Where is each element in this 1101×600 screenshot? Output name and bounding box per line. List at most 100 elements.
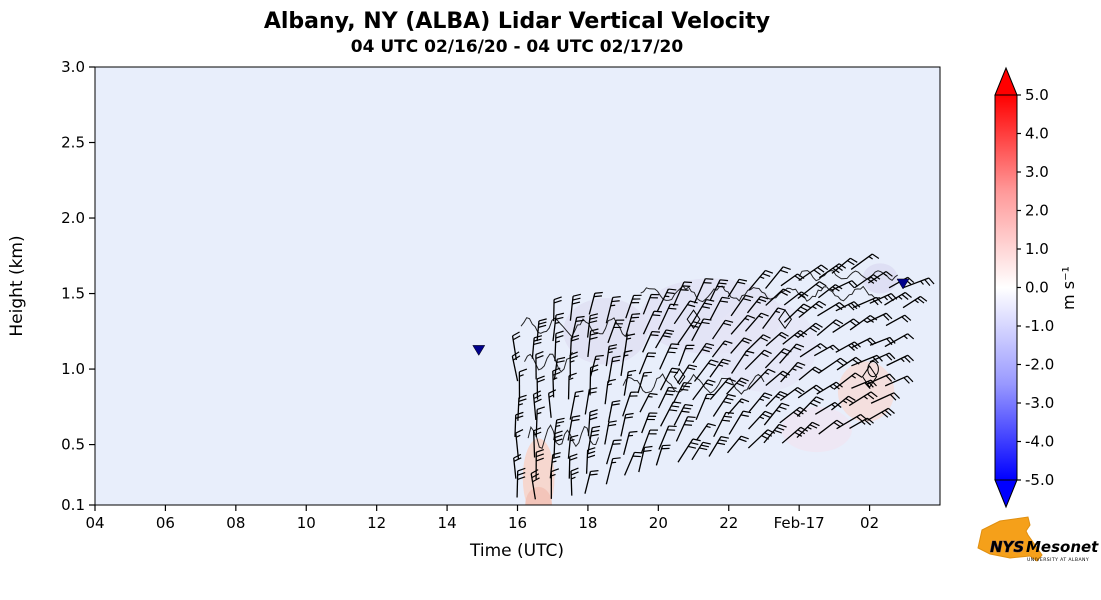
wind-barb-feather [668,307,677,310]
wind-barb [869,352,890,363]
wind-barb-feather [721,296,730,300]
wind-barb-feather [741,398,750,403]
wind-barb-feather [571,338,580,342]
wind-barb-feather [854,372,863,378]
wind-barb [569,392,577,420]
wind-barb-feather [705,278,714,280]
wind-barb-feather [649,392,658,396]
wind-barb [886,354,909,367]
wind-barb-feather [872,356,879,364]
wind-barb-feather [903,335,908,340]
chart-title: Albany, NY (ALBA) Lidar Vertical Velocit… [264,9,770,34]
wind-barb-feather [570,360,575,363]
colorbar-tick-label: 4.0 [1025,125,1049,143]
y-tick-label: 1.0 [61,360,85,378]
wind-barb [726,435,742,454]
wind-barb-feather [702,441,711,445]
wind-barb [867,373,890,385]
wind-barb-feather [793,411,801,418]
wind-barb [531,337,535,359]
wind-barb-feather [835,319,844,325]
wind-barb [731,350,747,374]
wind-barb-feather [780,291,788,296]
wind-barb-feather [815,283,824,290]
wind-barb-feather [811,421,820,427]
y-tick-label: 3.0 [61,58,85,76]
wind-barb-feather [612,355,621,359]
wind-barb [796,421,813,439]
wind-barb-feather [863,319,868,324]
wind-barb [747,429,769,449]
wind-barb-feather [723,322,732,326]
wind-barb [606,440,615,465]
wind-barb [709,378,729,401]
wind-barb-feather [683,424,693,426]
wind-barb-feather [669,371,679,374]
velocity-marker [896,278,910,290]
wind-barb [884,333,908,348]
wind-barb [692,343,707,364]
wind-barb-feather [589,316,598,320]
wind-barb-feather [517,472,526,476]
wind-barb [884,375,908,387]
wind-barb-feather [924,279,931,286]
wind-barb-feather [762,273,771,277]
wind-barb [779,386,798,401]
wind-barb-feather [816,345,822,349]
wind-barb-feather [917,297,925,304]
wind-barb-feather [737,281,746,285]
wind-barb-feather [643,371,652,374]
wind-barb-feather [551,468,560,473]
wind-barb-feather [572,297,581,301]
wind-barb [798,366,816,381]
wind-barb-feather [743,354,749,357]
wind-barb-feather [532,477,540,483]
wind-barb [748,270,766,291]
wind-barb [765,370,784,387]
y-tick-label: 0.5 [61,436,85,454]
wind-barb-feather [727,378,736,382]
wind-barb [586,315,591,338]
wind-barb-feather [690,324,699,328]
wind-barb-feather [820,264,829,271]
wind-barb-feather [850,302,858,310]
wind-barb-feather [851,280,859,287]
wind-barb [713,412,727,438]
wind-barb [515,432,520,460]
wind-barb-feather [592,425,601,429]
wind-barb-feather [668,386,677,389]
wind-barb [709,358,724,378]
wind-barb-feather [652,314,661,317]
wind-barb-feather [589,416,598,421]
colorbar-tick-label: -2.0 [1025,356,1054,374]
wind-barb-feather [590,328,599,332]
wind-barb [850,253,873,270]
wind-barb [748,368,769,390]
wind-barb [852,296,877,309]
wind-barb-feather [727,393,736,397]
wind-barb [675,416,689,442]
wind-barb [691,318,705,342]
wind-barb [813,344,834,357]
wind-barb-feather [608,420,617,423]
wind-barb-feather [576,315,585,319]
wind-barb-feather [848,344,855,351]
wind-barb-feather [569,351,578,356]
wind-barb-feather [743,410,752,414]
wind-barb-feather [519,374,524,377]
wind-barb-feather [744,317,750,321]
wind-barb-feather [548,394,554,398]
wind-barb-feather [611,359,620,363]
wind-barb [765,266,784,289]
wind-barb [799,343,821,358]
wind-barb [659,367,673,391]
wind-barb-feather [812,325,820,331]
wind-barb [885,314,906,327]
wind-barb-feather [741,339,750,344]
wind-barb-feather [687,416,696,419]
wind-barb [623,371,629,396]
wind-barb [746,296,762,314]
wind-barb-feather [555,316,564,320]
wind-barb-feather [574,395,580,398]
